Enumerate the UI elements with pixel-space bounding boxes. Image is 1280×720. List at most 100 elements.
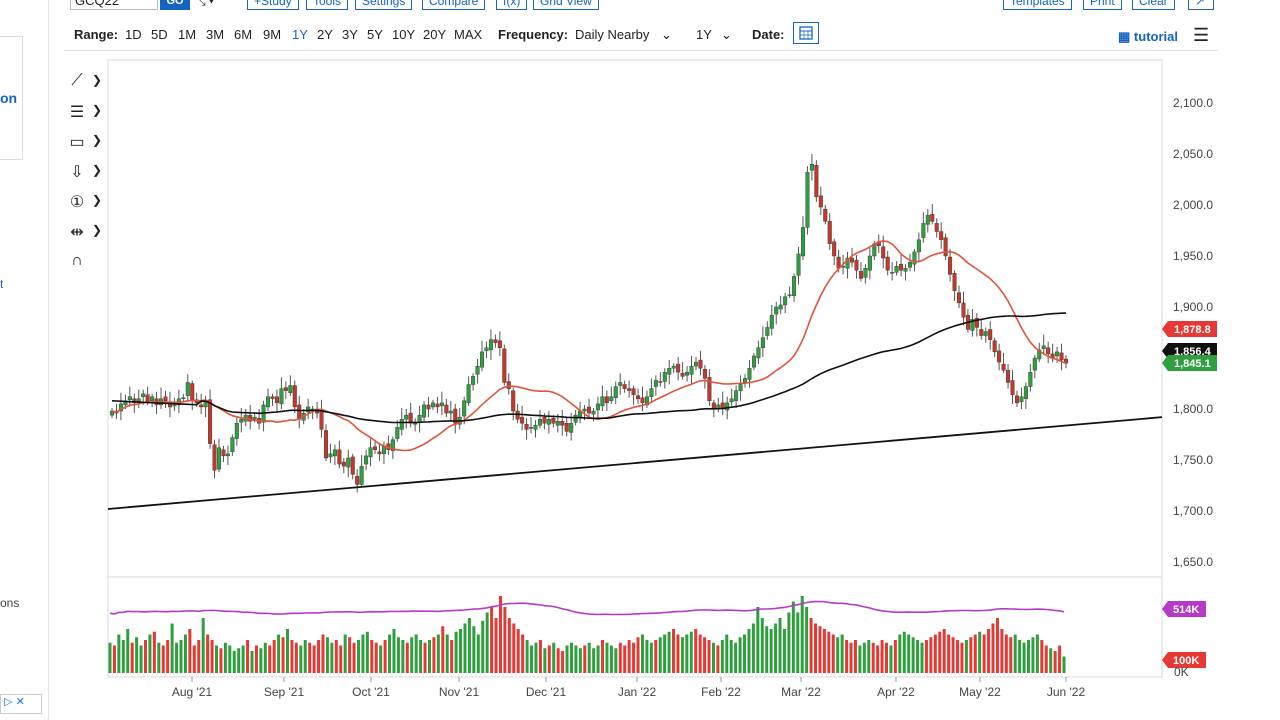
frequency-select[interactable]: Daily Nearby: [575, 27, 650, 42]
candle-body: [1046, 347, 1051, 355]
volume-bar: [219, 648, 223, 673]
volume-bar: [379, 645, 383, 673]
ad-choices-icon[interactable]: ▷ ✕: [0, 694, 42, 714]
candle-body: [359, 465, 364, 485]
volume-bar: [867, 640, 871, 673]
candle-body: [894, 266, 899, 273]
volume-bar: [627, 640, 631, 673]
volume-bar: [135, 637, 139, 673]
compare-button[interactable]: Compare: [422, 0, 486, 10]
tools-button[interactable]: Tools: [306, 0, 349, 10]
print-button[interactable]: Print: [1083, 0, 1122, 10]
volume-bar: [960, 642, 964, 673]
volume-bars: [108, 596, 1066, 673]
line-tool-icon[interactable]: ⟋ ❯: [71, 72, 103, 89]
volume-bar: [436, 634, 440, 673]
volume-bar: [814, 623, 818, 673]
counter-tool-icon[interactable]: ① ❯: [69, 193, 103, 211]
candle-body: [306, 406, 311, 413]
calendar-icon[interactable]: [793, 22, 819, 44]
range-1m[interactable]: 1M: [178, 27, 197, 42]
volume-bar: [1009, 637, 1013, 673]
range-2y[interactable]: 2Y: [317, 27, 333, 42]
candle-body: [283, 387, 288, 391]
expand-icon[interactable]: ↗: [1188, 0, 1214, 10]
range-6m[interactable]: 6M: [234, 27, 253, 42]
range-max[interactable]: MAX: [454, 27, 483, 42]
settings-button[interactable]: Settings: [355, 0, 413, 10]
candle-body: [252, 416, 257, 420]
volume-bar: [223, 642, 227, 673]
left-fragment-2[interactable]: t: [0, 277, 4, 291]
volume-bar: [476, 634, 480, 673]
candle-body: [181, 397, 186, 399]
go-button[interactable]: GO: [160, 0, 190, 10]
candle-body: [323, 430, 328, 459]
range-3y[interactable]: 3Y: [342, 27, 358, 42]
time-tick-label: Oct '21: [352, 685, 390, 699]
measure-tool-icon[interactable]: ⇹ ❯: [70, 223, 103, 241]
period-select[interactable]: 1Y: [696, 27, 712, 42]
candle-body: [199, 404, 204, 408]
volume-bar: [170, 623, 174, 673]
volume-bar: [818, 626, 822, 673]
volume-bar: [831, 634, 835, 673]
magnet-icon[interactable]: ∩: [71, 252, 83, 269]
tutorial-link[interactable]: ▦ tutorial: [1118, 29, 1178, 44]
range-20y[interactable]: 20Y: [423, 27, 447, 42]
candle-body: [279, 388, 284, 405]
range-3m[interactable]: 3M: [206, 27, 225, 42]
rectangle-tool-icon[interactable]: ▭ ❯: [69, 133, 103, 151]
arrow-tool-icon[interactable]: ⇩ ❯: [70, 163, 103, 181]
range-5y[interactable]: 5Y: [367, 27, 383, 42]
fx-button[interactable]: f(x): [496, 0, 528, 10]
volume-bar: [711, 642, 715, 673]
volume-bar: [126, 629, 130, 673]
volume-bar: [822, 629, 826, 673]
hamburger-menu-icon[interactable]: ☰: [1193, 25, 1210, 45]
candle-body: [555, 421, 560, 426]
grid-view-button[interactable]: Grid View: [533, 0, 599, 10]
candle-body: [707, 377, 712, 402]
volume-bar: [312, 645, 316, 673]
price-tick-label: 1,750.0: [1173, 453, 1213, 467]
volume-bar: [148, 634, 152, 673]
volume-bar: [108, 642, 112, 673]
volume-bar: [467, 618, 471, 673]
candle-body: [471, 376, 476, 385]
candle-body: [537, 419, 542, 426]
range-10y[interactable]: 10Y: [392, 27, 416, 42]
range-1y[interactable]: 1Y: [292, 27, 308, 42]
chevron-down-icon[interactable]: ⌄: [661, 27, 672, 42]
candle-body: [127, 396, 132, 401]
volume-bar: [228, 645, 232, 673]
clear-button[interactable]: Clear: [1132, 0, 1175, 10]
chevron-down-icon[interactable]: ⌄: [721, 27, 732, 42]
volume-bar: [214, 645, 218, 673]
candles: [109, 154, 1068, 493]
candle-body: [203, 401, 208, 408]
pointer-icon[interactable]: ⤡ ▾: [196, 0, 214, 8]
study-button[interactable]: +Study: [247, 0, 299, 10]
volume-bar: [356, 640, 360, 673]
volume-bar: [765, 626, 769, 673]
candle-body: [671, 365, 676, 369]
candle-body: [270, 396, 275, 400]
volume-bar: [454, 631, 458, 673]
candle-body: [738, 384, 743, 391]
volume-bar: [175, 642, 179, 673]
symbol-input[interactable]: GCQ22: [70, 0, 158, 10]
volume-bar: [254, 645, 258, 673]
range-1d[interactable]: 1D: [125, 27, 142, 42]
volume-bar: [152, 631, 156, 673]
candle-body: [622, 384, 627, 389]
range-9m[interactable]: 9M: [263, 27, 282, 42]
candle-body: [239, 419, 244, 423]
fib-tool-icon[interactable]: ☰ ❯: [69, 103, 103, 121]
volume-bar: [427, 640, 431, 673]
range-5d[interactable]: 5D: [151, 27, 168, 42]
candle-body: [582, 408, 587, 412]
volume-bar: [982, 634, 986, 673]
templates-button[interactable]: Templates: [1003, 0, 1072, 10]
